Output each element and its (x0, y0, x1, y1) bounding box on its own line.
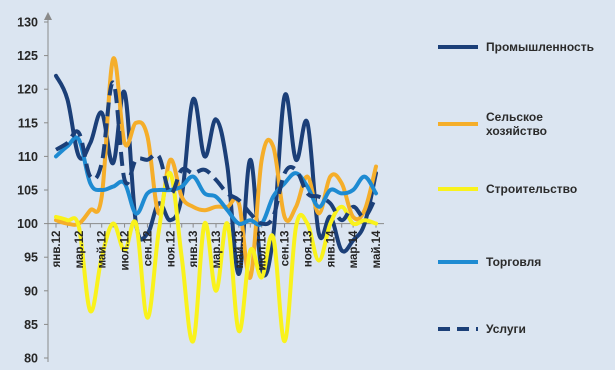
x-tick-label: мар.12 (74, 231, 86, 269)
y-tick-label: 80 (24, 352, 38, 366)
legend-label-2: хозяйство (486, 124, 547, 138)
x-tick-label: июл.13 (257, 231, 269, 271)
y-axis-arrow (44, 12, 52, 20)
legend-label-1: Промышленность (486, 40, 594, 54)
x-tick-label: ноя.12 (165, 231, 177, 268)
series-layer: янв.12 мар.12 май.12 июл.12 сен.12 ноя.12 янв.… (51, 56, 383, 344)
x-tick-label: ноя.13 (302, 231, 314, 268)
legend-label-4: Торговля (486, 255, 541, 269)
series-line-5 (55, 80, 378, 227)
y-tick-label: 100 (17, 217, 38, 231)
y-tick-label: 95 (24, 251, 38, 265)
x-tick-label: янв.14 (325, 230, 337, 267)
x-tick-label: июл.12 (120, 231, 132, 271)
y-tick-label: 115 (18, 116, 38, 130)
y-tick-label: 90 (24, 284, 38, 298)
y-tick-label: 85 (24, 318, 38, 332)
legend-label-2: Сельское (486, 110, 543, 124)
x-tick-label: май.12 (97, 231, 109, 269)
y-tick-label: 110 (18, 150, 38, 164)
x-tick-label: май.14 (371, 230, 383, 268)
y-tick-label: 120 (17, 83, 38, 97)
series-line-1 (54, 73, 378, 278)
legend-label-3: Строительство (486, 182, 577, 196)
y-tick-label: 130 (17, 16, 38, 30)
axes: 80 85 90 95 100 105 110 115 120 125 130 (17, 12, 384, 366)
y-tick-label: 105 (17, 184, 38, 198)
x-tick-label: мар.14 (348, 230, 360, 268)
series-line-3 (54, 171, 378, 344)
y-tick-label: 125 (17, 49, 38, 63)
legend-label-5: Услуги (486, 322, 526, 336)
x-tick-label: сен.12 (142, 231, 154, 267)
x-tick-label: янв.13 (188, 231, 200, 268)
x-tick-label: мар.13 (211, 231, 223, 269)
x-tick-label: сен.13 (280, 231, 292, 267)
x-tick-label: май.13 (234, 231, 246, 269)
series-line-4 (54, 135, 378, 227)
x-tick-label: янв.12 (51, 231, 63, 268)
